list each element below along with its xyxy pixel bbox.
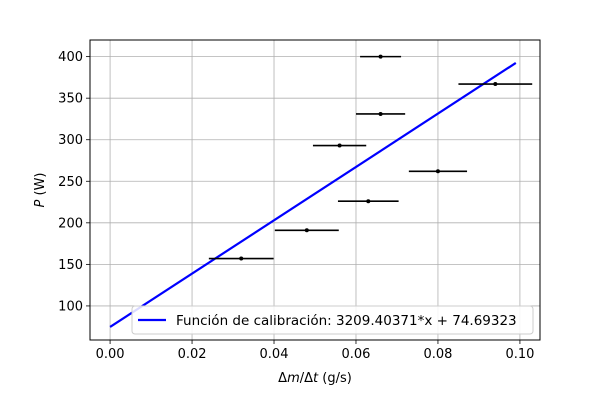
x-tick-label: 0.04 — [260, 347, 289, 362]
data-point — [458, 82, 533, 87]
y-tick-label: 250 — [58, 175, 83, 190]
data-marker — [493, 82, 498, 87]
calibration-line-layer — [109, 61, 517, 328]
data-marker — [337, 143, 342, 148]
data-point — [274, 228, 339, 233]
legend-box — [131, 305, 534, 335]
data-point — [312, 143, 367, 148]
y-tick-label: 100 — [58, 299, 83, 314]
x-tick-label: 0.08 — [423, 347, 452, 362]
data-point — [360, 54, 402, 59]
data-point — [208, 256, 274, 261]
plot-frame — [89, 39, 541, 341]
grid — [90, 40, 540, 340]
data-marker — [378, 54, 383, 59]
y-tick-label: 350 — [58, 92, 83, 107]
data-marker — [378, 111, 383, 116]
axis-label-part: (g/s) — [318, 371, 352, 386]
axis-label-part: /Δ — [300, 371, 313, 386]
axis-label-part: (W) — [33, 173, 48, 200]
x-tick-label: 0.02 — [178, 347, 207, 362]
data-marker — [304, 228, 309, 233]
y-tick-label: 150 — [58, 258, 83, 273]
data-marker — [366, 199, 371, 204]
data-marker — [435, 169, 440, 174]
x-tick-label: 0.00 — [96, 347, 125, 362]
data-point — [408, 169, 468, 174]
calibration-line — [109, 61, 517, 328]
data-marker — [239, 256, 244, 261]
y-tick-label: 200 — [58, 216, 83, 231]
legend: Función de calibración: 3209.40371*x + 7… — [131, 305, 534, 335]
ticks: 0.00 0.02 0.04 0.06 0.08 0.10 100 150 200 250 300 3… — [58, 50, 534, 362]
axis-label-part: m — [287, 371, 300, 386]
data-point — [355, 111, 406, 116]
legend-label: Función de calibración: 3209.40371*x + 7… — [176, 313, 517, 329]
axis-label-part: t — [313, 371, 319, 386]
data-point — [337, 199, 399, 204]
axis-label-part: Δ — [278, 371, 287, 386]
x-tick-label: 0.06 — [342, 347, 371, 362]
axis-label-part: P — [33, 199, 48, 207]
y-tick-label: 400 — [58, 50, 83, 65]
x-axis-label: Δm/Δt (g/s) — [278, 371, 352, 386]
data-points-layer — [208, 54, 533, 261]
y-tick-label: 300 — [58, 133, 83, 148]
y-axis-label: P (W) — [33, 173, 48, 208]
x-tick-label: 0.10 — [505, 347, 534, 362]
